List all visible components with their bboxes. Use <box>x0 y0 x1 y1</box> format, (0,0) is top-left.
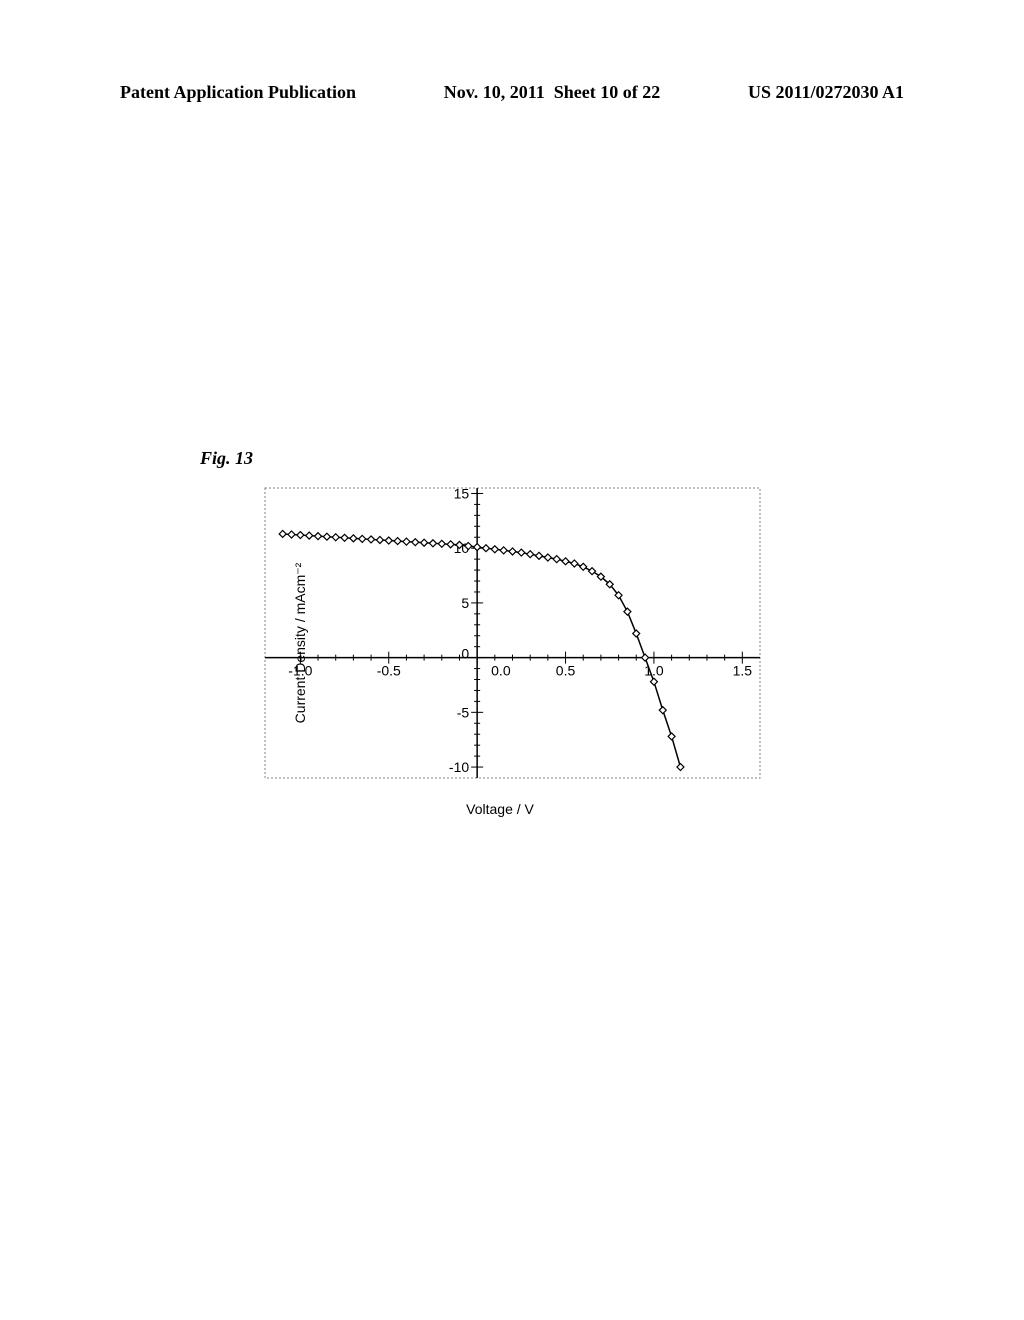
header-publication-number: US 2011/0272030 A1 <box>748 82 904 103</box>
header-publication-type: Patent Application Publication <box>120 82 356 103</box>
svg-text:-5: -5 <box>457 704 470 720</box>
chart-x-axis-label: Voltage / V <box>235 801 765 817</box>
iv-curve-chart: Current Density / mAcm⁻² -1.0-0.50.00.51… <box>235 478 765 808</box>
svg-text:1.5: 1.5 <box>733 663 753 679</box>
chart-y-axis-label: Current Density / mAcm⁻² <box>292 563 309 724</box>
svg-text:-10: -10 <box>449 759 469 775</box>
header-date-sheet: Nov. 10, 2011 Sheet 10 of 22 <box>444 82 661 103</box>
svg-text:-0.5: -0.5 <box>377 663 401 679</box>
svg-text:0.5: 0.5 <box>556 663 576 679</box>
svg-text:5: 5 <box>461 595 469 611</box>
figure-label: Fig. 13 <box>200 448 253 469</box>
page-header: Patent Application Publication Nov. 10, … <box>0 82 1024 103</box>
chart-plot-area: -1.0-0.50.00.51.01.5-10-5051015 <box>235 478 765 808</box>
svg-text:15: 15 <box>454 485 470 501</box>
svg-text:0: 0 <box>461 646 469 662</box>
svg-text:0.0: 0.0 <box>491 663 511 679</box>
